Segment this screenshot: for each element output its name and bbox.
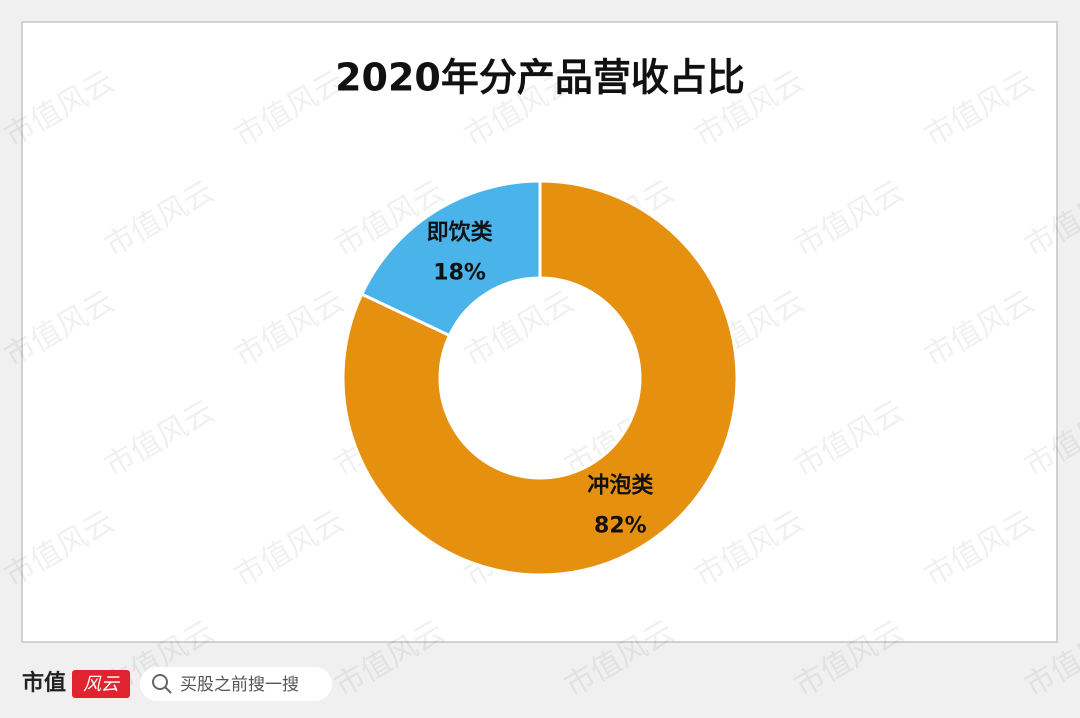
search-icon-handle <box>164 686 172 694</box>
slice-value-label: 18% <box>433 260 486 285</box>
brand-badge-bg <box>72 670 130 698</box>
slice-value-label: 82% <box>594 514 647 539</box>
slice-category-label: 即饮类 <box>427 220 494 245</box>
chart-title: 2020年分产品营收占比 <box>335 56 745 100</box>
plot: 冲泡类 82% 即饮类 18% <box>341 179 739 577</box>
brand-badge: 风云 <box>83 674 121 695</box>
search-box[interactable] <box>140 667 332 701</box>
donut-slice <box>359 179 542 338</box>
brand: 市值 <box>22 670 66 696</box>
search-icon <box>152 674 168 690</box>
donut-slice <box>341 179 739 577</box>
slice-category-label: 冲泡类 <box>587 473 654 499</box>
search-placeholder: 买股之前搜一搜 <box>180 675 299 695</box>
